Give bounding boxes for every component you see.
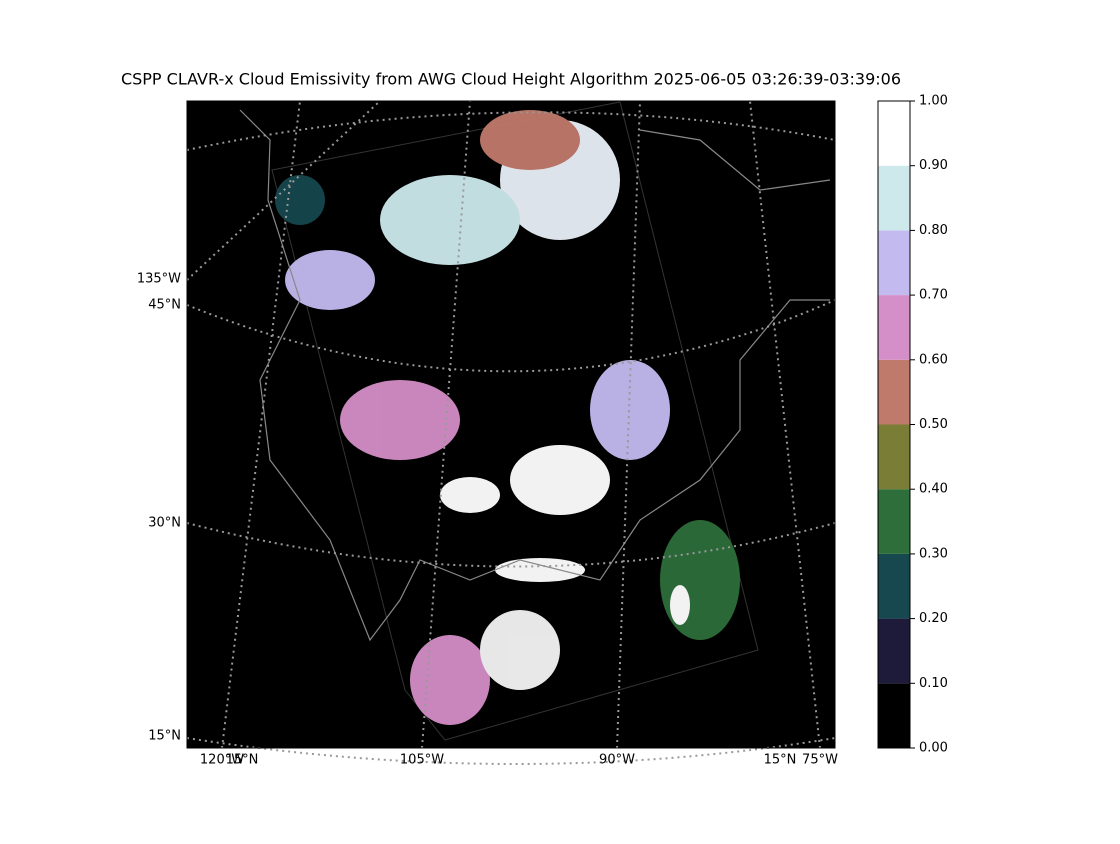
cloud [275,175,325,225]
colorbar-tick-label: 0.50 [919,417,948,432]
cloud [285,250,375,310]
graticule [186,111,836,151]
colorbar-tick-label: 0.20 [919,611,948,626]
colorbar-tick-label: 0.40 [919,482,948,497]
map-label: 15°N [764,753,797,768]
cloud [380,175,520,265]
colorbar: 0.00 0.10 0.20 0.30 0.40 0.50 0.60 0.70 0.80 0.90… [877,94,948,756]
colorbar-bin [878,489,910,554]
title: CSPP CLAVR-x Cloud Emissivity from AWG C… [121,70,901,89]
cloud [410,635,490,725]
cloud [340,380,460,460]
map-label: 75°W [802,753,838,768]
cloud [480,110,580,170]
colorbar-tick-label: 0.30 [919,546,948,561]
coastline [639,129,831,191]
colorbar-tick-label: 0.10 [919,676,948,691]
colorbar-bin [878,230,910,296]
map-label: 120°W [200,753,244,768]
map-label: 15°N [148,729,181,744]
cloud [510,445,610,515]
cloud [495,558,585,582]
map-label: 15°N [226,753,259,768]
colorbar-bin [878,165,910,231]
cloud [440,477,500,513]
map-label: 30°N [148,516,181,531]
colorbar-bin [878,101,910,166]
colorbar-tick-label: 0.00 [919,741,948,756]
graticule [421,100,471,749]
colorbar-tick-label: 0.80 [919,223,948,238]
clouds [275,110,740,725]
cloud [670,585,690,625]
cloud [660,520,740,640]
map [186,100,836,765]
cloud [590,360,670,460]
graticule [186,100,381,281]
coastline [239,109,830,642]
colorbar-bin [878,295,910,360]
colorbar-bin [878,618,910,684]
colorbar-tick-label: 0.60 [919,352,948,367]
colorbar-bin [878,683,910,748]
colorbar-bin [878,553,910,619]
map-frame [186,100,836,749]
map-label: 105°W [400,753,444,768]
colorbar-tick-label: 0.90 [919,158,948,173]
graticule [749,100,821,749]
graticule [186,522,836,568]
graticule [186,299,836,373]
map-label: 45°N [148,298,181,313]
colorbar-tick-label: 0.70 [919,288,948,303]
swath [271,101,759,741]
map-label: 90°W [599,753,635,768]
colorbar-bin [878,424,910,490]
graticule [221,100,301,749]
cloud [480,610,560,690]
colorbar-bin [878,359,910,425]
map-label: 135°W [137,272,181,287]
colorbar-tick-label: 1.00 [919,94,948,109]
